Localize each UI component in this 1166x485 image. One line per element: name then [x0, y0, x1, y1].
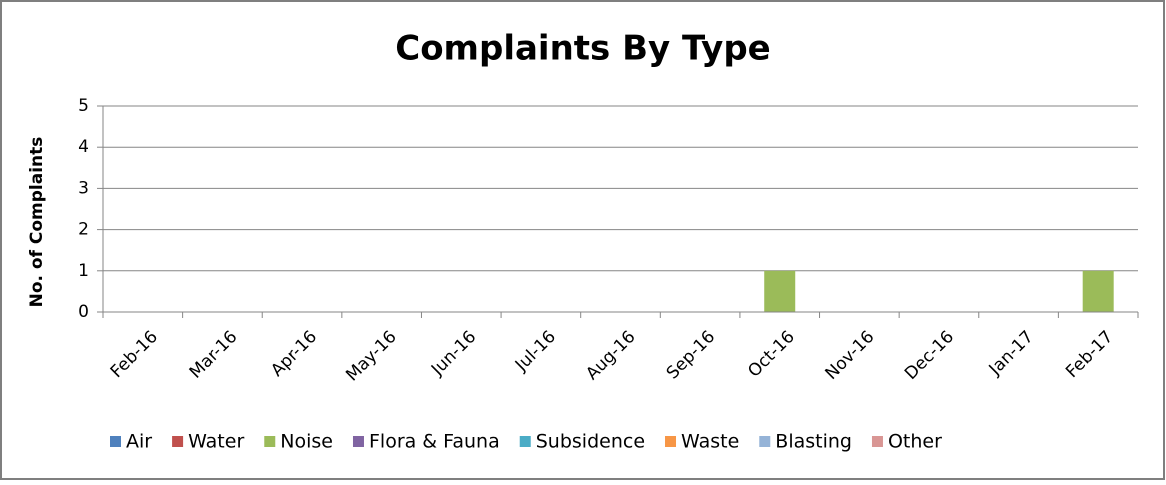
- bar: [1082, 270, 1114, 312]
- legend-label: Blasting: [775, 431, 852, 453]
- y-tick-label: 1: [78, 261, 89, 281]
- legend-swatch: [264, 436, 276, 447]
- legend-label: Air: [126, 431, 152, 453]
- bar: [764, 270, 796, 312]
- legend-label: Subsidence: [536, 431, 645, 453]
- legend-swatch: [871, 436, 883, 447]
- chart-title: Complaints By Type: [395, 29, 771, 69]
- legend-swatch: [665, 436, 677, 447]
- legend-label: Noise: [280, 431, 333, 453]
- y-tick-label: 3: [78, 178, 89, 198]
- legend-label: Waste: [681, 431, 739, 453]
- legend-swatch: [519, 436, 531, 447]
- legend-swatch: [759, 436, 771, 447]
- legend-swatch: [352, 436, 364, 447]
- y-tick-label: 2: [78, 220, 89, 240]
- legend-label: Flora & Fauna: [369, 431, 500, 453]
- legend-label: Water: [188, 431, 244, 453]
- legend-swatch: [110, 436, 121, 447]
- y-tick-label: 5: [78, 96, 89, 116]
- y-axis-label: No. of Complaints: [27, 137, 47, 308]
- legend-label: Other: [888, 431, 942, 453]
- y-tick-label: 0: [78, 302, 89, 322]
- legend-swatch: [172, 436, 184, 447]
- y-tick-label: 4: [78, 137, 89, 157]
